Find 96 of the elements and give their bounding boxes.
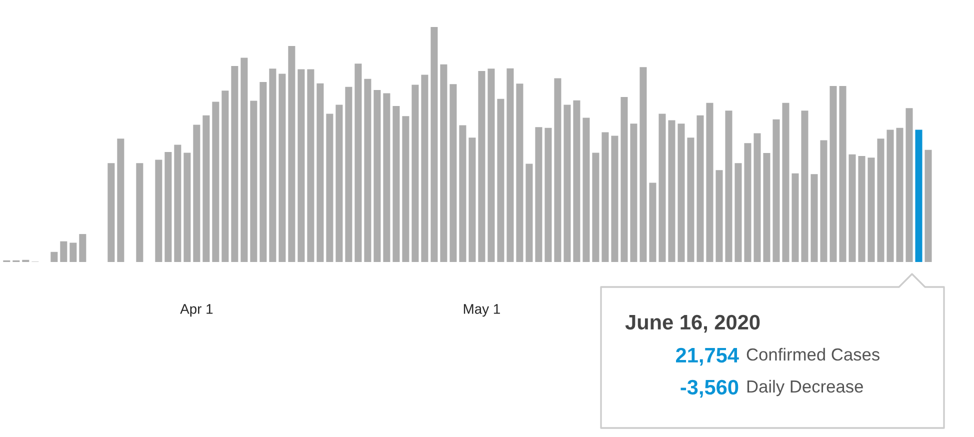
bar — [915, 130, 922, 262]
bar — [307, 69, 314, 262]
bar — [136, 163, 144, 262]
bar — [497, 98, 504, 262]
bar — [744, 143, 752, 262]
bar — [564, 104, 571, 262]
bar — [924, 150, 932, 262]
bar — [60, 241, 68, 262]
bar — [658, 114, 666, 262]
x-tick-label: Apr 1 — [180, 304, 213, 317]
bar — [459, 125, 466, 262]
bar — [839, 86, 846, 262]
bar — [468, 138, 476, 262]
bar — [886, 130, 894, 262]
bar — [269, 68, 276, 262]
bar — [602, 132, 609, 262]
bar — [782, 102, 790, 262]
bar — [50, 252, 58, 262]
bar — [222, 90, 229, 262]
bar — [754, 133, 761, 262]
text: Confirmed Cases — [746, 348, 880, 361]
bar — [734, 163, 742, 262]
bar — [630, 124, 638, 262]
bar — [678, 124, 685, 262]
bar — [696, 115, 704, 262]
bar — [488, 68, 495, 262]
bar — [706, 102, 714, 262]
bar — [402, 116, 410, 262]
bar — [298, 69, 305, 262]
bar — [345, 86, 352, 262]
bar — [70, 242, 77, 262]
bar — [554, 78, 562, 262]
text: June 16, 2020 — [625, 314, 760, 333]
bar — [649, 182, 656, 262]
bar — [535, 127, 542, 262]
bar — [687, 138, 694, 262]
bar — [184, 152, 191, 262]
bar — [117, 138, 124, 262]
bar — [725, 110, 732, 262]
bar — [202, 115, 210, 262]
bar — [260, 82, 267, 262]
bar — [354, 64, 362, 262]
bar — [620, 97, 628, 262]
bar — [108, 163, 115, 262]
bar — [582, 118, 590, 262]
bar — [364, 78, 372, 262]
bar — [801, 110, 808, 262]
bar — [478, 70, 486, 262]
bar — [79, 234, 86, 262]
bar — [450, 84, 457, 262]
bar — [250, 100, 258, 262]
bar — [212, 102, 220, 262]
bar — [155, 160, 162, 262]
bar — [231, 66, 238, 262]
bar — [516, 84, 524, 262]
text: Daily Decrease — [747, 380, 863, 396]
bar — [544, 128, 552, 262]
bar — [640, 67, 647, 262]
bar — [288, 46, 296, 262]
bar — [858, 156, 866, 262]
bar — [573, 100, 580, 262]
bar — [868, 158, 875, 262]
bar — [430, 27, 438, 262]
bar — [440, 64, 448, 262]
bar — [240, 58, 248, 262]
bar — [278, 74, 286, 262]
bar — [906, 108, 913, 262]
bar — [383, 93, 390, 262]
bar — [193, 124, 200, 262]
bar — [611, 136, 618, 262]
bar — [772, 119, 780, 262]
bar — [763, 152, 770, 262]
bar — [896, 128, 904, 262]
bar — [526, 164, 533, 262]
bar — [164, 152, 172, 262]
text: 21,754 — [676, 348, 739, 366]
bar — [412, 84, 419, 262]
bar — [336, 104, 343, 262]
bar — [374, 90, 381, 262]
bar — [506, 68, 514, 262]
bar — [810, 174, 818, 262]
bar — [421, 74, 428, 262]
x-tick-label: May 1 — [464, 304, 500, 317]
bar — [716, 170, 723, 262]
bar — [848, 154, 856, 262]
bar — [326, 114, 334, 262]
text: -3,560 — [680, 380, 738, 398]
bar — [392, 106, 400, 262]
bar — [792, 173, 799, 262]
bar — [877, 138, 884, 262]
bar — [820, 140, 828, 262]
bar — [592, 152, 600, 262]
bar — [174, 144, 182, 262]
bar — [316, 83, 324, 262]
bar — [668, 120, 676, 262]
bar — [830, 86, 837, 262]
